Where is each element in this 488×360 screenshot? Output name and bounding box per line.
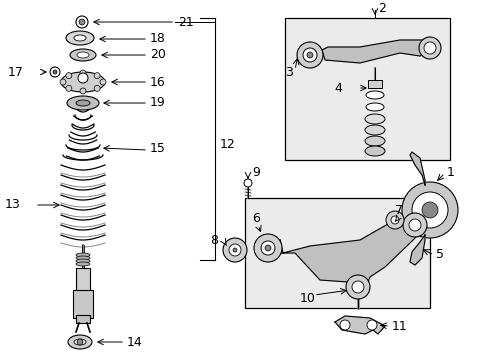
Bar [367, 80, 381, 88]
Ellipse shape [74, 35, 86, 41]
Circle shape [80, 70, 86, 76]
Circle shape [408, 219, 420, 231]
Ellipse shape [364, 136, 384, 146]
Ellipse shape [76, 256, 90, 260]
Circle shape [80, 88, 86, 94]
Circle shape [244, 179, 251, 187]
Text: 21: 21 [178, 15, 193, 28]
Circle shape [78, 73, 88, 83]
Bar [76, 268, 90, 293]
Circle shape [366, 320, 376, 330]
Text: 15: 15 [150, 141, 165, 154]
Circle shape [303, 48, 316, 62]
Circle shape [296, 42, 323, 68]
Polygon shape [321, 40, 437, 63]
Circle shape [77, 339, 83, 345]
Text: 14: 14 [127, 336, 142, 348]
Polygon shape [267, 220, 419, 287]
Circle shape [306, 52, 312, 58]
Circle shape [261, 241, 274, 255]
Circle shape [94, 73, 100, 78]
Circle shape [253, 234, 282, 262]
Polygon shape [409, 152, 424, 185]
Circle shape [418, 37, 440, 59]
Bar [73, 290, 93, 318]
Circle shape [232, 248, 237, 252]
Text: 11: 11 [391, 320, 407, 333]
Circle shape [94, 85, 100, 91]
Text: 7: 7 [394, 203, 402, 216]
Circle shape [390, 216, 398, 224]
Ellipse shape [76, 100, 90, 106]
Ellipse shape [77, 52, 89, 58]
Polygon shape [409, 235, 424, 265]
Ellipse shape [76, 259, 90, 263]
Ellipse shape [74, 339, 86, 345]
Polygon shape [334, 316, 384, 334]
Circle shape [351, 281, 363, 293]
Ellipse shape [68, 335, 92, 349]
Circle shape [53, 70, 57, 74]
Text: 10: 10 [299, 292, 315, 305]
Circle shape [264, 245, 270, 251]
Text: 16: 16 [150, 76, 165, 89]
Text: 9: 9 [251, 166, 259, 179]
Circle shape [401, 182, 457, 238]
Circle shape [50, 67, 60, 77]
Circle shape [66, 85, 72, 91]
Text: 2: 2 [377, 1, 385, 14]
Circle shape [66, 73, 72, 78]
Text: 20: 20 [150, 49, 165, 62]
Text: 5: 5 [435, 248, 443, 261]
Ellipse shape [76, 262, 90, 266]
Text: 17: 17 [8, 66, 24, 78]
Ellipse shape [66, 31, 94, 45]
Bar [76, 315, 90, 323]
Bar [244, 198, 429, 308]
Ellipse shape [76, 253, 90, 257]
Text: 19: 19 [150, 96, 165, 109]
Circle shape [100, 79, 106, 85]
Circle shape [421, 202, 437, 218]
Text: 4: 4 [333, 81, 341, 94]
Text: 12: 12 [220, 139, 235, 152]
Text: 18: 18 [150, 32, 165, 45]
Circle shape [423, 42, 435, 54]
Circle shape [79, 19, 85, 25]
Ellipse shape [364, 114, 384, 124]
Circle shape [346, 275, 369, 299]
Ellipse shape [364, 146, 384, 156]
Circle shape [76, 16, 88, 28]
Circle shape [60, 79, 66, 85]
Ellipse shape [70, 49, 96, 61]
Circle shape [385, 211, 403, 229]
Ellipse shape [364, 125, 384, 135]
Circle shape [339, 320, 349, 330]
Circle shape [228, 244, 241, 256]
Ellipse shape [61, 72, 105, 92]
Ellipse shape [365, 103, 383, 111]
Text: 3: 3 [285, 67, 292, 80]
Text: 8: 8 [209, 234, 218, 247]
Ellipse shape [365, 91, 383, 99]
Bar [285, 18, 449, 160]
Text: 6: 6 [251, 211, 259, 225]
Circle shape [223, 238, 246, 262]
Text: 13: 13 [5, 198, 20, 211]
Text: 1: 1 [446, 166, 454, 179]
Circle shape [402, 213, 426, 237]
Ellipse shape [67, 96, 99, 110]
Circle shape [411, 192, 447, 228]
